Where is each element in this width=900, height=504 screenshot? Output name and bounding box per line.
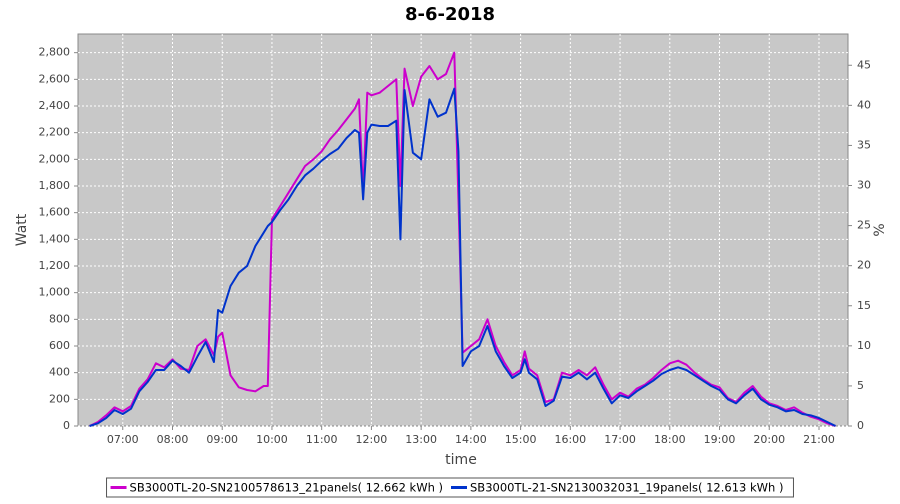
- y2-tick-label: 45: [857, 58, 871, 71]
- x-tick-label: 21:00: [803, 433, 835, 446]
- x-tick-label: 10:00: [256, 433, 288, 446]
- x-tick-label: 12:00: [356, 433, 388, 446]
- x-tick-label: 13:00: [405, 433, 437, 446]
- y2-tick-label: 20: [857, 259, 871, 272]
- plot-area: [77, 33, 849, 427]
- y-tick-label: 1,400: [39, 232, 71, 245]
- y2-tick-label: 30: [857, 179, 871, 192]
- y2-tick-label: 5: [857, 379, 864, 392]
- y-axis-label: Watt: [14, 213, 30, 246]
- y2-tick-label: 10: [857, 339, 871, 352]
- legend: SB3000TL-20-SN2100578613_21panels( 12.66…: [106, 477, 794, 498]
- x-tick-label: 11:00: [306, 433, 338, 446]
- y-tick-label: 600: [49, 339, 70, 352]
- x-axis-label: time: [445, 452, 477, 468]
- legend-item: SB3000TL-21-SN2130032031_19panels( 12.61…: [451, 481, 783, 495]
- y2-tick-label: 25: [857, 219, 871, 232]
- y2-tick-label: 40: [857, 98, 871, 111]
- legend-label: SB3000TL-20-SN2100578613_21panels( 12.66…: [130, 481, 443, 495]
- y2-tick-label: 0: [857, 419, 864, 432]
- x-tick-label: 07:00: [107, 433, 139, 446]
- y-tick-label: 2,200: [39, 126, 71, 139]
- chart-title: 8-6-2018: [405, 4, 495, 25]
- y-tick-label: 800: [49, 312, 70, 325]
- y-tick-label: 2,000: [39, 152, 71, 165]
- legend-box: [106, 477, 794, 498]
- x-tick-label: 09:00: [206, 433, 238, 446]
- y2-tick-label: 35: [857, 138, 871, 151]
- y-tick-label: 200: [49, 392, 70, 405]
- series-line: [89, 87, 837, 427]
- legend-label: SB3000TL-21-SN2130032031_19panels( 12.61…: [470, 481, 783, 495]
- y2-tick-label: 15: [857, 299, 871, 312]
- y-tick-label: 1,600: [39, 206, 71, 219]
- y-tick-label: 0: [63, 419, 70, 432]
- x-tick-label: 19:00: [704, 433, 736, 446]
- x-tick-label: 14:00: [455, 433, 487, 446]
- y-tick-label: 2,600: [39, 72, 71, 85]
- y-tick-label: 400: [49, 366, 70, 379]
- y-tick-label: 1,800: [39, 179, 71, 192]
- x-tick-label: 16:00: [554, 433, 586, 446]
- y-tick-label: 1,000: [39, 286, 71, 299]
- x-tick-label: 15:00: [505, 433, 537, 446]
- y-tick-label: 2,400: [39, 99, 71, 112]
- y2-axis-label: %: [872, 223, 888, 236]
- y-tick-label: 2,800: [39, 46, 71, 59]
- legend-item: SB3000TL-20-SN2100578613_21panels( 12.66…: [110, 481, 443, 495]
- x-tick-label: 17:00: [604, 433, 636, 446]
- y-tick-label: 1,200: [39, 259, 71, 272]
- x-tick-label: 20:00: [753, 433, 785, 446]
- x-tick-label: 18:00: [654, 433, 686, 446]
- series-line: [89, 51, 836, 427]
- x-tick-label: 08:00: [157, 433, 189, 446]
